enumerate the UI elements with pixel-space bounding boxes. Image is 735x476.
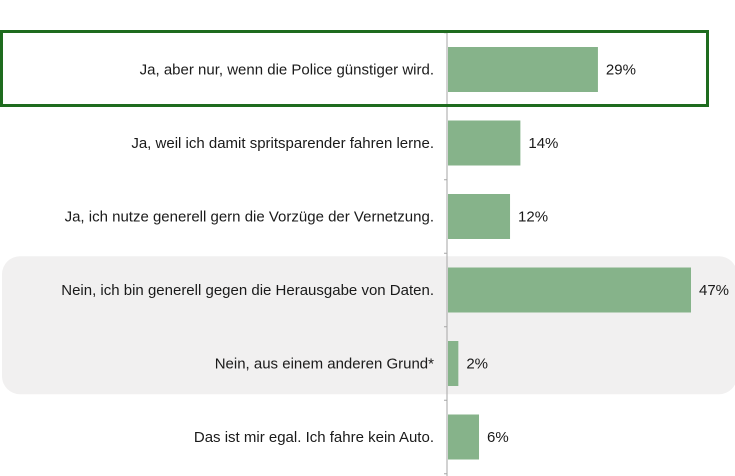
bar xyxy=(448,267,691,313)
value-label: 14% xyxy=(528,135,558,152)
bar xyxy=(448,194,511,239)
value-label: 12% xyxy=(518,209,548,226)
highlight-frame xyxy=(0,30,709,107)
value-label: 29% xyxy=(606,62,636,79)
category-label: Nein, ich bin generell gegen die Herausg… xyxy=(61,282,434,299)
value-label: 6% xyxy=(487,429,509,446)
bar xyxy=(448,47,598,92)
value-label: 2% xyxy=(466,356,488,373)
category-label: Nein, aus einem anderen Grund* xyxy=(215,356,434,373)
category-label: Ja, aber nur, wenn die Police günstiger … xyxy=(140,62,434,79)
bar xyxy=(448,120,521,166)
value-label: 47% xyxy=(699,282,729,299)
category-label: Ja, weil ich damit spritsparender fahren… xyxy=(131,135,434,152)
bar xyxy=(448,414,480,460)
category-label: Das ist mir egal. Ich fahre kein Auto. xyxy=(194,429,434,446)
bar xyxy=(448,341,459,386)
category-label: Ja, ich nutze generell gern die Vorzüge … xyxy=(65,209,434,226)
